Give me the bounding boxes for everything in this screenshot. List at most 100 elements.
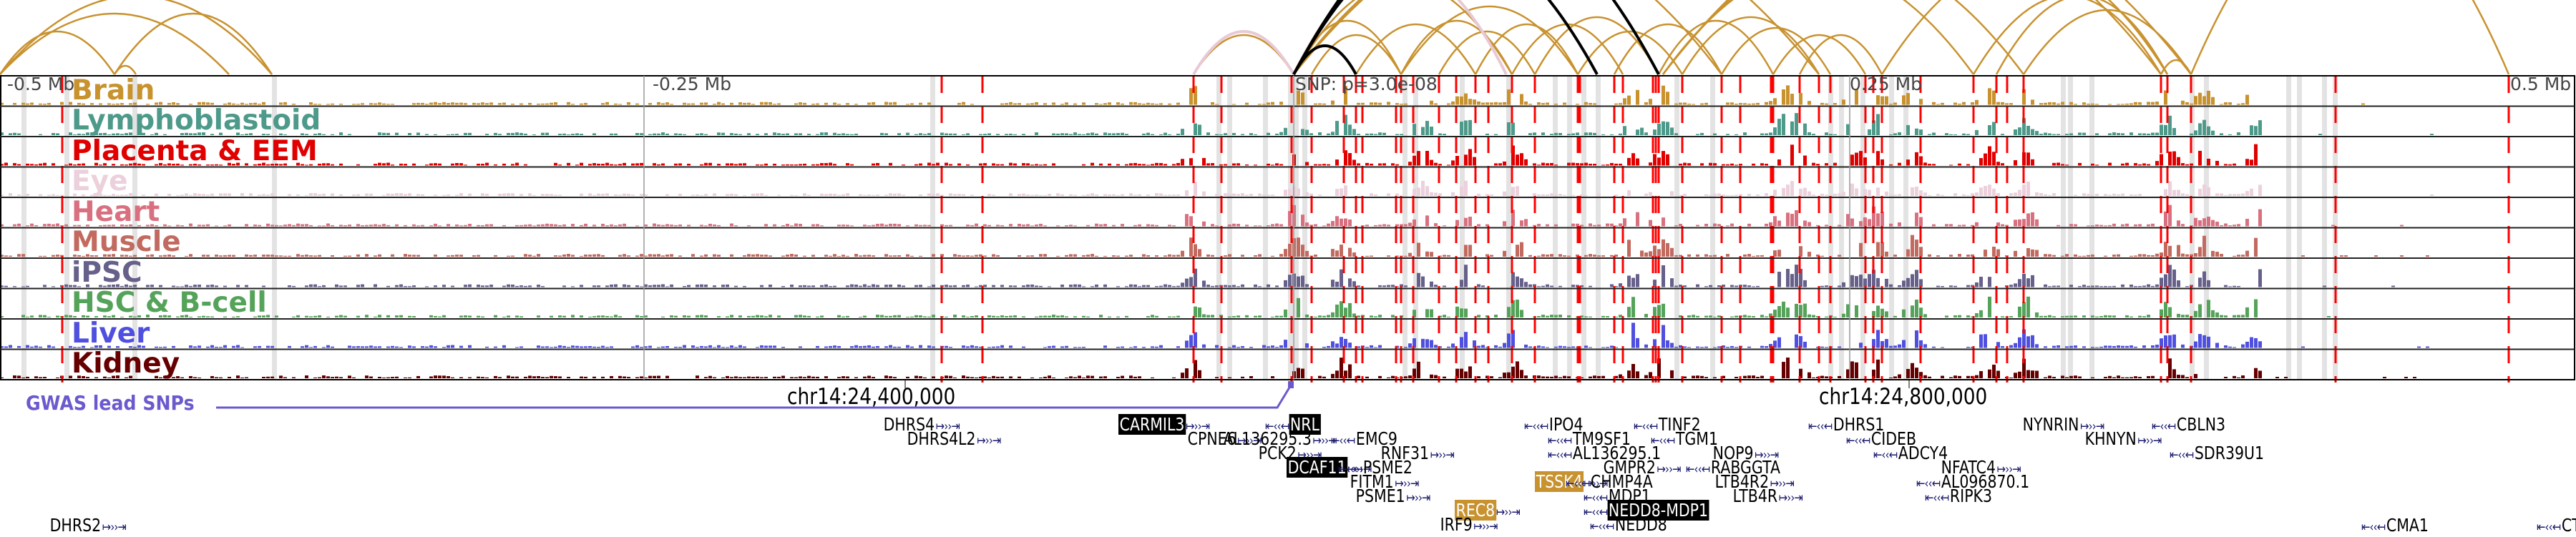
gene-nfatc4[interactable]: NFATC4↦››⇥: [1940, 458, 2021, 479]
signal-bar: [2211, 97, 2215, 105]
signal-bar: [1953, 285, 1957, 287]
gene-nedd8[interactable]: ⇤‹‹↤NEDD8: [1590, 516, 1668, 536]
signal-bar: [421, 346, 424, 348]
signal-bar: [867, 285, 871, 287]
signal-bar: [1073, 132, 1077, 135]
signal-bar: [597, 193, 600, 196]
gene-nynrin[interactable]: NYNRIN↦››⇥: [2021, 415, 2105, 436]
gene-ltb4r2[interactable]: LTB4R2↦››⇥: [1714, 473, 1795, 493]
gene-ripk3[interactable]: ⇤‹‹↤RIPK3: [1925, 487, 1994, 508]
signal-bar: [69, 315, 72, 317]
gene-name: NEDD8-MDP1: [1607, 500, 1709, 521]
signal-bar: [1747, 346, 1751, 348]
signal-bar: [39, 255, 42, 257]
gene-carmil3[interactable]: CARMIL3↦››⇥: [1118, 414, 1210, 436]
signal-bar: [1679, 315, 1682, 317]
signal-bar: [1279, 224, 1283, 227]
gene-nedd8-mdp1[interactable]: ⇤‹‹↤NEDD8-MDP1: [1584, 500, 1709, 522]
signal-bar: [1932, 164, 1936, 166]
signal-bar: [1756, 194, 1760, 196]
gene-cbln3[interactable]: ⇤‹‹↤CBLN3: [2152, 415, 2227, 436]
gene-sdr39u1[interactable]: ⇤‹‹↤SDR39U1: [2170, 444, 2265, 465]
gene-emc9[interactable]: ⇤‹‹↤EMC9: [1331, 430, 1399, 450]
gene-al136295-3[interactable]: AL136295.3↦››⇥: [1222, 430, 1337, 450]
signal-bar: [833, 345, 836, 348]
signal-bar: [794, 194, 798, 196]
signal-bar: [2417, 346, 2421, 348]
gene-chmp4a[interactable]: ⇤‹‹↤CHMP4A: [1566, 473, 1654, 493]
signal-bar: [34, 225, 38, 227]
signal-bar: [279, 133, 283, 135]
gene-tinf2[interactable]: ⇤‹‹↤TINF2: [1634, 415, 1702, 436]
signal-bar: [2233, 347, 2236, 348]
signal-bar: [1030, 255, 1034, 257]
gene-fitm1[interactable]: FITM1↦››⇥: [1349, 473, 1420, 493]
signal-bar: [2142, 163, 2146, 166]
signal-bar: [1176, 285, 1180, 287]
gene-psme1[interactable]: PSME1↦››⇥: [1355, 487, 1431, 508]
gene-cpne6[interactable]: CPNE6↦››⇥: [1186, 430, 1262, 450]
gene-ltb4r[interactable]: LTB4R↦››⇥: [1732, 487, 1803, 508]
gene-dhrs2[interactable]: DHRS2↦››⇥: [49, 516, 127, 537]
signal-bar: [1597, 255, 1601, 257]
signal-bar: [554, 224, 557, 227]
signal-bar: [1172, 194, 1176, 196]
gene-nop9[interactable]: NOP9↦››⇥: [1712, 444, 1780, 465]
gene-adcy4[interactable]: ⇤‹‹↤ADCY4: [1873, 444, 1949, 465]
signal-bar: [2404, 377, 2408, 378]
signal-bar: [69, 375, 72, 378]
signal-bar: [949, 193, 952, 196]
signal-bar: [163, 346, 167, 348]
gene-al096870-1[interactable]: ⇤‹‹↤AL096870.1: [1916, 473, 2031, 493]
gene-structure-icon: ⇤‹‹↤: [1584, 491, 1608, 506]
signal-bar: [932, 285, 935, 287]
gene-ipo4[interactable]: ⇤‹‹↤IPO4: [1524, 415, 1584, 436]
gene-dcaf11[interactable]: DCAF11↦››⇥: [1287, 457, 1372, 479]
gene-cideb[interactable]: ⇤‹‹↤CIDEB: [1846, 430, 1918, 450]
gene-rabggta[interactable]: ⇤‹‹↤RABGGTA: [1686, 458, 1782, 479]
signal-bar: [1747, 194, 1751, 196]
gene-ctsg[interactable]: ⇤‹‹↤CTSG: [2537, 516, 2576, 537]
gene-irf9[interactable]: IRF9↦››⇥: [1439, 516, 1498, 536]
signal-bar: [1254, 225, 1257, 227]
signal-bar: [1121, 103, 1124, 105]
signal-bar: [1756, 102, 1760, 105]
signal-bar: [365, 225, 369, 227]
gene-cma1[interactable]: ⇤‹‹↤CMA1: [2361, 516, 2430, 537]
signal-bar: [665, 254, 669, 257]
signal-bar: [528, 255, 532, 257]
gene-al136295-1[interactable]: ⇤‹‹↤AL136295.1: [1548, 444, 1662, 465]
signal-bar: [1284, 189, 1287, 196]
gene-psme2[interactable]: ⇤‹‹↤PSME2: [1338, 458, 1414, 479]
gene-dhrs4[interactable]: DHRS4↦››⇥: [882, 415, 960, 436]
gene-nrl[interactable]: ⇤‹‹↤NRL: [1265, 414, 1321, 436]
gene-rnf31[interactable]: RNF31↦››⇥: [1380, 444, 1455, 465]
gene-dhrs4l2[interactable]: DHRS4L2↦››⇥: [906, 430, 1002, 450]
signal-bar: [1606, 347, 1609, 348]
signal-bar: [1988, 296, 1991, 317]
gene-dhrs1[interactable]: ⇤‹‹↤DHRS1: [1808, 415, 1885, 436]
gene-name: ADCY4: [1898, 443, 1948, 463]
signal-bar: [2160, 154, 2163, 166]
signal-bar: [807, 315, 811, 317]
gene-tgm1[interactable]: ⇤‹‹↤TGM1: [1651, 430, 1719, 450]
signal-bar: [172, 255, 175, 257]
signal-bar: [1163, 194, 1167, 196]
signal-bar: [1958, 163, 1961, 166]
signal-bar: [1516, 300, 1519, 317]
signal-bar: [1254, 315, 1257, 317]
signal-bar: [137, 225, 141, 227]
signal-bar: [1992, 246, 1996, 257]
gene-rec8[interactable]: REC8↦››⇥: [1455, 500, 1521, 522]
signal-bar: [665, 345, 669, 348]
gene-tssk4[interactable]: TSSK4↦››⇥: [1535, 471, 1608, 493]
gene-khnyn[interactable]: KHNYN↦››⇥: [2084, 430, 2162, 450]
signal-bar: [296, 223, 300, 227]
signal-bar: [1490, 194, 1493, 196]
signal-bar: [2044, 194, 2047, 196]
signal-bar: [1880, 242, 1884, 257]
gene-gmpr2[interactable]: GMPR2↦››⇥: [1602, 458, 1682, 479]
signal-bar: [1855, 89, 1858, 105]
signal-bar: [700, 164, 703, 166]
gene-tm9sf1[interactable]: ⇤‹‹↤TM9SF1: [1548, 430, 1632, 450]
